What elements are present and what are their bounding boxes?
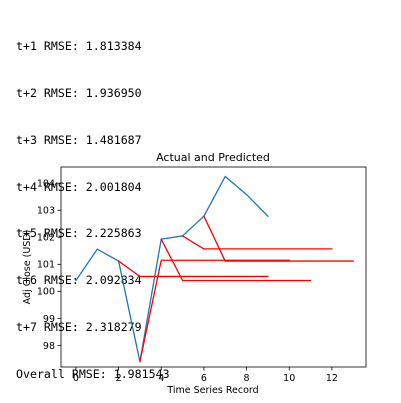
series-forecast-line-5: [203, 215, 354, 262]
chart-title: Actual and Predicted: [156, 151, 270, 164]
x-tick-label: 2: [116, 373, 122, 384]
x-tick-label: 10: [283, 373, 295, 384]
x-tick-label: 12: [326, 373, 338, 384]
console-output: t+1 RMSE: 1.813384 t+2 RMSE: 1.936950 t+…: [16, 8, 170, 398]
series-forecast-line-4: [181, 235, 333, 250]
y-tick-label: 101: [37, 260, 55, 271]
rmse-line-t1: t+1 RMSE: 1.813384: [16, 39, 142, 54]
y-tick-label: 103: [37, 206, 55, 217]
series-actual-line: [75, 175, 269, 363]
series-forecast-line-3: [160, 238, 312, 282]
y-tick-label: 100: [37, 287, 55, 298]
rmse-line-t3: t+3 RMSE: 1.481687: [16, 132, 142, 147]
plot-frame: [60, 166, 367, 368]
x-tick-label: 0: [73, 373, 79, 384]
rmse-line-t2: t+2 RMSE: 1.936950: [16, 85, 142, 100]
rmse-line-t7: t+7 RMSE: 2.318279: [16, 319, 142, 334]
y-tick-label: 98: [43, 341, 55, 352]
x-tick-label: 6: [201, 373, 207, 384]
y-tick-label: 102: [37, 233, 55, 244]
rmse-line-overall: Overall RMSE: 1.981543: [16, 366, 170, 381]
x-tick-label: 8: [244, 373, 250, 384]
x-tick-label: 4: [158, 373, 164, 384]
series-forecast-line-1: [117, 260, 269, 278]
series-forecast-line-2: [139, 259, 290, 363]
x-axis-label: Time Series Record: [166, 385, 258, 396]
y-axis-label: Adj Close (USD): [22, 230, 33, 305]
y-tick-label: 99: [43, 314, 55, 325]
y-tick-label: 104: [37, 179, 55, 190]
